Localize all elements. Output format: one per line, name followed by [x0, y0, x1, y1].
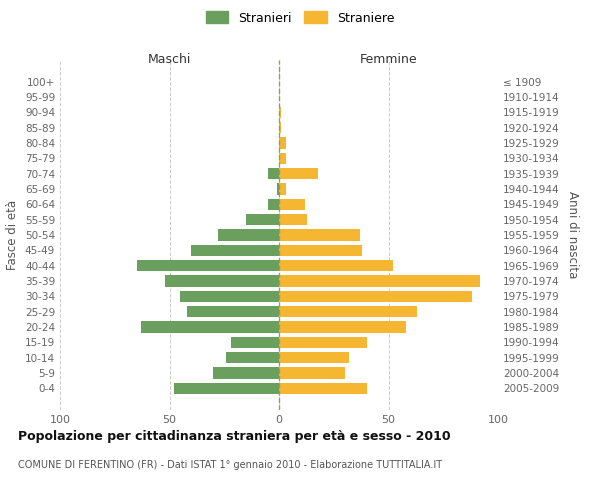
Bar — [279, 260, 393, 272]
Bar — [279, 276, 481, 287]
Bar — [218, 229, 279, 241]
Y-axis label: Anni di nascita: Anni di nascita — [566, 192, 579, 278]
Bar — [279, 368, 345, 379]
Bar — [141, 322, 279, 333]
Bar — [279, 229, 360, 241]
Bar — [187, 306, 279, 318]
Legend: Stranieri, Straniere: Stranieri, Straniere — [206, 11, 394, 24]
Bar — [165, 276, 279, 287]
Bar — [279, 122, 281, 134]
Bar — [279, 214, 307, 226]
Bar — [279, 137, 286, 148]
Text: Maschi: Maschi — [148, 54, 191, 66]
Bar — [279, 336, 367, 348]
Bar — [268, 198, 279, 210]
Text: COMUNE DI FERENTINO (FR) - Dati ISTAT 1° gennaio 2010 - Elaborazione TUTTITALIA.: COMUNE DI FERENTINO (FR) - Dati ISTAT 1°… — [18, 460, 442, 470]
Bar — [268, 168, 279, 179]
Bar — [279, 352, 349, 364]
Bar — [279, 244, 362, 256]
Bar — [279, 106, 281, 118]
Bar — [277, 183, 279, 194]
Bar — [279, 198, 305, 210]
Bar — [214, 368, 279, 379]
Bar — [279, 152, 286, 164]
Bar — [279, 306, 417, 318]
Bar — [279, 322, 406, 333]
Bar — [279, 382, 367, 394]
Bar — [137, 260, 279, 272]
Text: Popolazione per cittadinanza straniera per età e sesso - 2010: Popolazione per cittadinanza straniera p… — [18, 430, 451, 443]
Bar — [226, 352, 279, 364]
Bar — [279, 168, 319, 179]
Bar — [279, 290, 472, 302]
Bar — [279, 183, 286, 194]
Text: Femmine: Femmine — [359, 54, 418, 66]
Bar — [231, 336, 279, 348]
Bar — [246, 214, 279, 226]
Bar — [191, 244, 279, 256]
Bar — [181, 290, 279, 302]
Y-axis label: Fasce di età: Fasce di età — [7, 200, 19, 270]
Bar — [174, 382, 279, 394]
